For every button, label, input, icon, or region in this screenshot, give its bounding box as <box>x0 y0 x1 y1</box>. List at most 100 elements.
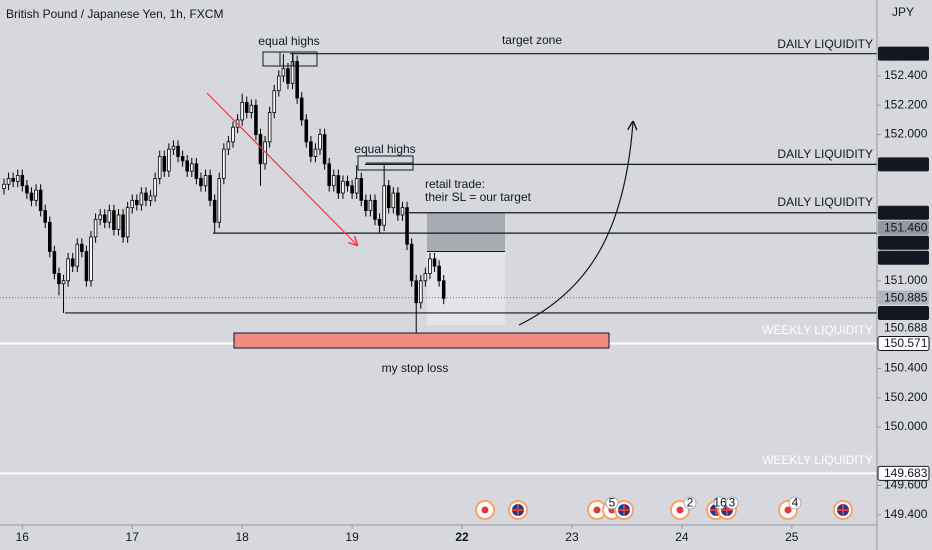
candle-body <box>6 178 11 185</box>
candle-body <box>309 141 313 157</box>
annotation: WEEKLY LIQUIDITY <box>762 323 873 337</box>
event-count: 3 <box>729 496 736 510</box>
candle-body <box>222 148 226 179</box>
y-tick-label: 150.000 <box>884 419 928 433</box>
candle-body <box>107 210 112 223</box>
annotation: retail trade: <box>425 177 485 191</box>
price-flag <box>877 336 930 352</box>
candle-body <box>368 199 373 211</box>
event-flag-jp <box>481 506 489 514</box>
price-flag-label: 151.796 <box>884 157 928 171</box>
candle-body <box>258 134 263 165</box>
annotation: DAILY LIQUIDITY <box>777 195 873 209</box>
candle-body <box>61 280 66 285</box>
candle-body <box>441 280 446 299</box>
event-badge <box>788 496 802 510</box>
candle-body <box>405 207 409 245</box>
candle-body <box>125 207 130 238</box>
event-count: 4 <box>792 496 799 510</box>
candle-body <box>391 192 396 209</box>
candle-body <box>148 195 153 201</box>
candle-body <box>203 175 208 187</box>
candle-body <box>89 236 93 282</box>
candle-body <box>341 180 345 194</box>
candle-body <box>277 75 281 92</box>
y-tick-label: 150.200 <box>884 390 928 404</box>
candle-body <box>20 175 25 187</box>
candle-body <box>336 175 341 194</box>
candle-body <box>400 207 405 216</box>
candle-body <box>15 175 20 182</box>
event-badge <box>605 496 619 510</box>
candle-body <box>2 183 6 190</box>
event-flag-jp <box>593 506 601 514</box>
candle-body <box>84 251 89 282</box>
event-badge <box>725 496 739 510</box>
y-tick-label: 150.400 <box>884 361 928 375</box>
price-flag <box>878 320 929 335</box>
candle-body <box>396 192 400 216</box>
annotation: WEEKLY LIQUIDITY <box>762 453 873 467</box>
event-flag-jp <box>676 506 684 514</box>
candle-body <box>11 178 15 182</box>
candle-body <box>121 214 125 238</box>
candle-body <box>80 243 84 252</box>
price-flag <box>878 46 929 61</box>
projection-arrow <box>518 122 633 326</box>
stop-loss-box <box>233 332 610 349</box>
candle-body <box>286 68 290 84</box>
candle-body <box>318 134 322 150</box>
candle-body <box>70 258 75 267</box>
y-tick-label: 149.600 <box>884 478 928 492</box>
candle-body <box>432 258 437 267</box>
price-flag-label: 152.553 <box>884 46 928 60</box>
candle-body <box>130 199 135 209</box>
candle-body <box>382 185 386 226</box>
candle-body <box>57 273 61 285</box>
y-tick-label: 152.400 <box>884 68 928 82</box>
candle-body <box>249 104 254 114</box>
x-tick-label: 25 <box>785 530 799 544</box>
candle-body <box>359 178 364 201</box>
candle-body <box>295 61 299 99</box>
candle-body <box>34 189 38 201</box>
candle-body <box>322 134 327 165</box>
candle-body <box>29 192 34 201</box>
candle-body <box>194 163 199 179</box>
candle-body <box>144 192 148 201</box>
candle-body <box>217 178 222 223</box>
levels <box>0 53 877 475</box>
x-tick-label: 17 <box>126 530 140 544</box>
annotation: equal highs <box>354 142 415 156</box>
candle-body <box>199 178 203 187</box>
candle-body <box>386 185 391 209</box>
candle-body <box>304 119 309 143</box>
event-badge <box>683 496 697 510</box>
annotation: equal highs <box>258 34 319 48</box>
candle-body <box>153 178 157 197</box>
candle-body <box>176 145 180 157</box>
candle-body <box>226 141 231 150</box>
event-count: 5 <box>609 496 616 510</box>
price-flag-label: 149.683 <box>884 466 928 480</box>
x-tick-label: 24 <box>675 530 689 544</box>
price-flag-label: 151.465 <box>884 205 928 219</box>
annotation: target zone <box>502 33 562 47</box>
candle-body <box>52 251 57 274</box>
annotations: equal highs target zone equal highs reta… <box>206 33 873 467</box>
event-count: 2 <box>687 496 694 510</box>
candle-body <box>331 175 336 187</box>
candle-body <box>373 199 377 220</box>
candle-body <box>48 221 52 252</box>
x-tick-label: 22 <box>455 530 469 544</box>
x-tick-label: 19 <box>345 530 359 544</box>
candle-body <box>102 214 107 223</box>
candle-body <box>240 101 244 121</box>
price-flag-label: 150.571 <box>884 336 928 350</box>
candle-body <box>327 163 331 187</box>
price-flag <box>878 235 929 250</box>
annotation: their SL = our target <box>425 190 532 204</box>
price-flag <box>878 305 929 320</box>
candle-body <box>93 218 98 238</box>
price-flags: 152.553 151.796 151.465151.460151.326151.2… <box>877 46 930 481</box>
